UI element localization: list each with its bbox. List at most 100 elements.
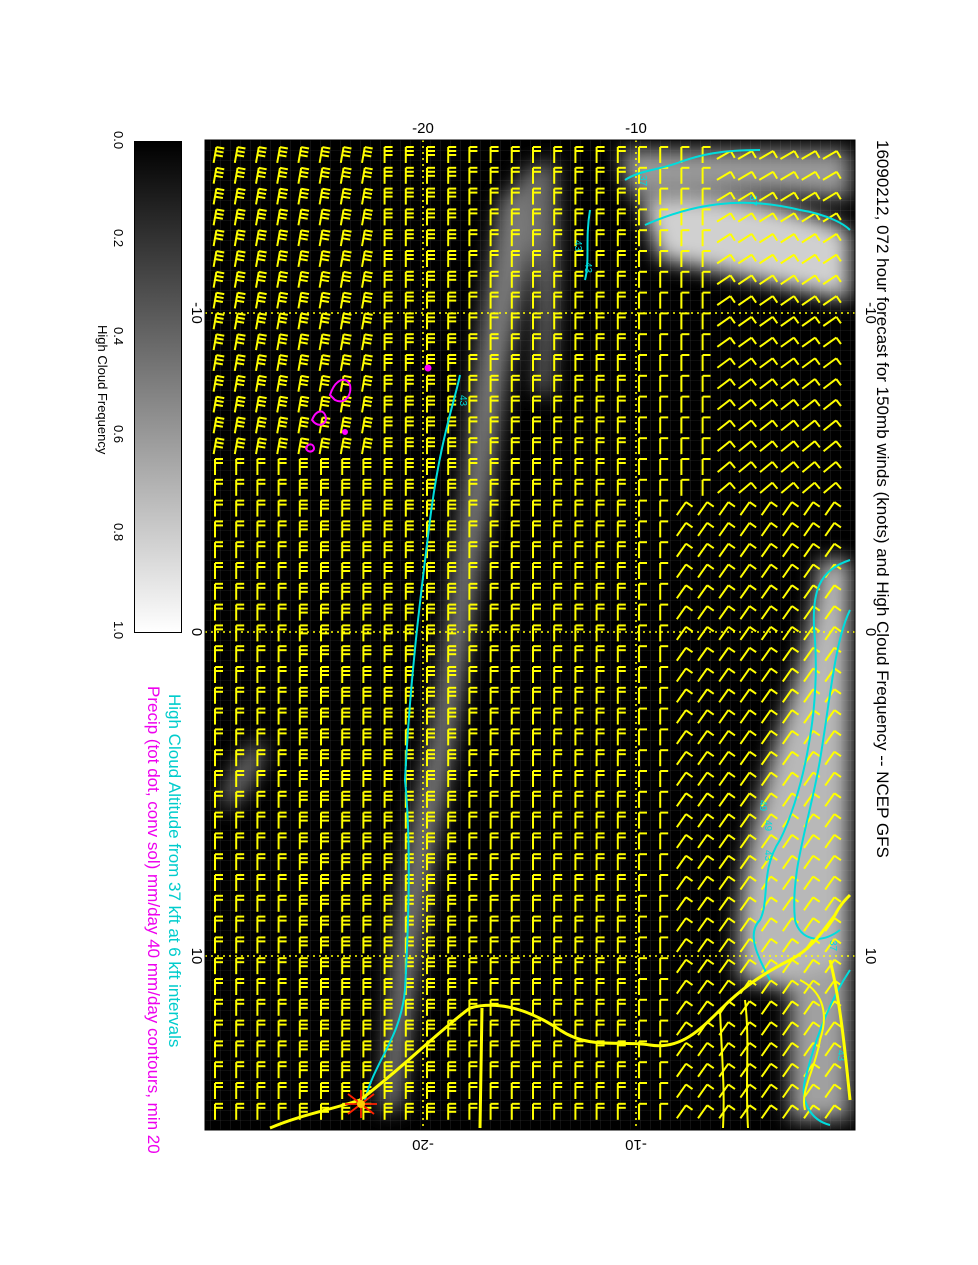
wind-barb — [595, 146, 605, 163]
wind-barb — [468, 707, 478, 725]
wind-barb — [489, 166, 499, 184]
wind-barb — [277, 603, 287, 621]
wind-barb — [574, 998, 584, 1016]
wind-barb — [468, 291, 478, 309]
wind-barb — [697, 771, 715, 787]
wind-barb — [298, 707, 308, 725]
wind-barb — [760, 1000, 778, 1015]
wind-barb — [426, 853, 435, 871]
wind-barb — [298, 499, 308, 517]
precip-contour-1 — [328, 378, 352, 403]
wind-barb — [426, 957, 435, 975]
wind-barb — [362, 520, 372, 538]
contour-top-3 — [644, 201, 851, 231]
wind-barb — [659, 562, 669, 579]
wind-barb — [718, 522, 736, 537]
wind-barb — [447, 894, 457, 912]
wind-barb — [510, 416, 520, 434]
wind-barb — [616, 728, 626, 746]
wind-barb — [383, 811, 393, 829]
wind-barb — [532, 146, 541, 163]
lon-tick-bottom: -20 — [412, 1136, 434, 1153]
wind-barb — [212, 333, 225, 351]
wind-barb — [235, 978, 245, 995]
wind-barb — [675, 626, 694, 641]
wind-barb — [383, 936, 393, 954]
wind-barb — [320, 1082, 329, 1099]
wind-barb — [214, 998, 223, 1016]
wind-barb — [659, 957, 669, 975]
wind-barb — [737, 212, 757, 223]
wind-barb — [256, 478, 266, 496]
wind-barb — [638, 707, 647, 725]
wind-barb — [320, 998, 329, 1016]
wind-barb — [318, 291, 331, 309]
wind-barb — [532, 978, 541, 995]
wind-barb — [675, 1062, 694, 1078]
wind-barb — [824, 1083, 842, 1099]
wind-barb — [574, 416, 584, 434]
wind-barb — [574, 333, 584, 351]
wind-barb — [214, 1040, 223, 1058]
wind-barb — [383, 749, 393, 767]
wind-barb — [362, 957, 372, 975]
wind-barb — [780, 253, 800, 265]
wind-barb — [824, 958, 842, 974]
wind-barb — [320, 603, 329, 621]
wind-barb — [468, 936, 478, 954]
wind-barb — [447, 541, 457, 559]
wind-barb — [298, 520, 308, 538]
wind-barb — [255, 437, 267, 455]
wind-barb — [510, 458, 520, 475]
wind-barb — [318, 229, 331, 247]
wind-barb — [739, 896, 757, 911]
wind-barb — [510, 229, 520, 247]
wind-barb — [697, 1000, 715, 1015]
wind-barb — [235, 998, 245, 1016]
wind-barb — [553, 686, 563, 704]
wind-barb — [553, 1040, 563, 1058]
wind-barb — [214, 832, 223, 850]
wind-barb — [362, 874, 372, 891]
wind-barb — [404, 686, 414, 704]
wind-barb — [489, 832, 499, 850]
wind-barb — [824, 1104, 842, 1119]
wind-barb — [553, 770, 563, 787]
wind-barb — [510, 666, 520, 683]
wind-barb — [675, 522, 694, 537]
wind-barb — [235, 582, 245, 600]
wind-barb — [214, 458, 223, 475]
wind-barb — [718, 1042, 736, 1057]
wind-barb — [255, 270, 267, 288]
coast-east — [828, 959, 852, 1101]
wind-barb — [716, 440, 736, 453]
wind-barb — [716, 233, 736, 244]
wind-barb — [277, 874, 287, 891]
wind-barb — [824, 1042, 842, 1057]
wind-barb — [638, 1102, 647, 1120]
wind-barb — [824, 1021, 842, 1036]
wind-barb — [383, 229, 393, 247]
wind-barb — [256, 811, 266, 829]
wind-barb — [362, 728, 372, 746]
wind-barb — [318, 395, 331, 413]
wind-barb — [362, 624, 372, 642]
wind-barb — [781, 522, 800, 537]
wind-barb — [595, 208, 605, 226]
wind-barb — [341, 582, 351, 600]
wind-barb — [532, 437, 541, 455]
wind-barb — [426, 166, 435, 184]
wind-barb — [595, 520, 605, 538]
wind-barb — [675, 938, 694, 953]
wind-barb — [297, 250, 310, 268]
wind-barb — [277, 624, 287, 642]
wind-barb — [737, 295, 757, 306]
wind-barb — [574, 666, 584, 683]
wind-barb — [697, 917, 715, 932]
wind-barb — [214, 562, 223, 579]
wind-barb — [659, 229, 669, 247]
wind-barb — [255, 333, 267, 351]
wind-barb — [659, 832, 669, 850]
wind-barb — [256, 1102, 266, 1120]
wind-barb — [298, 978, 308, 995]
